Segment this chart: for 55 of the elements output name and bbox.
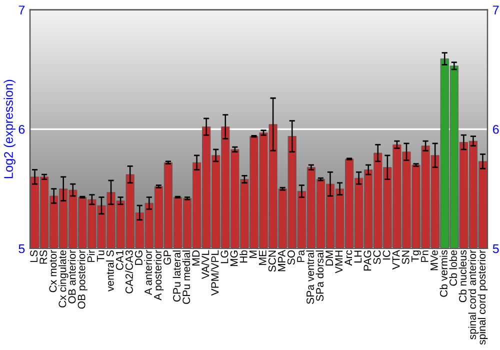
- x-tick-label: M: [249, 250, 257, 258]
- x-tick-label: Pn: [421, 250, 428, 262]
- x-tick-label: DM: [326, 250, 333, 266]
- y2-tick-label: 5: [492, 244, 499, 254]
- x-tick-label: MVe: [430, 250, 438, 270]
- y-tick-label: 6: [18, 124, 25, 134]
- y2-tick-label: 7: [493, 6, 499, 14]
- x-tick-label: SPa ventral: [306, 250, 314, 304]
- x-tick-label: Tu: [96, 250, 104, 262]
- x-tick-label: CA2/CA3: [125, 250, 133, 294]
- x-tick-label: MG: [230, 250, 238, 266]
- x-tick-label: A anterior: [144, 250, 152, 296]
- x-tick-label: ME: [258, 250, 266, 265]
- x-tick-label: spinal cord posterior: [478, 250, 488, 345]
- x-tick-label: GP: [164, 250, 172, 265]
- y-axis-title: Log2 (expression): [4, 80, 16, 178]
- x-tick-label: MPA: [278, 250, 286, 272]
- x-tick-label: A posterior: [154, 250, 164, 300]
- x-tick-label: PAG: [364, 250, 372, 271]
- x-tick-label: SPa dorsal: [316, 250, 324, 302]
- x-tick-label: VPM/VPL: [210, 250, 219, 296]
- x-tick-label: CA1: [116, 250, 124, 270]
- x-tick-label: MD: [192, 250, 200, 266]
- x-tick-label: Arc: [344, 250, 352, 266]
- x-tick-label: SC: [373, 250, 381, 264]
- x-tick-label: Cb lobe: [449, 250, 457, 286]
- x-tick-label: Cx motor: [49, 250, 57, 292]
- x-tick-label: LH: [354, 250, 362, 263]
- y2-tick-label: 6: [492, 124, 499, 134]
- x-tick-label: ventral S: [106, 250, 114, 292]
- x-tick-label: Hb: [240, 250, 248, 263]
- x-tick-label: spinal cord anterior: [468, 250, 478, 340]
- x-tick-label: OB anterior: [68, 250, 76, 304]
- x-tick-label: Cb vermis: [440, 250, 448, 297]
- x-tick-label: SCN: [268, 250, 276, 272]
- x-tick-label: Cx cingulate: [58, 250, 68, 308]
- x-tick-label: VTA: [392, 250, 400, 270]
- x-tick-label: IC: [382, 250, 390, 260]
- y-tick-label: 5: [18, 244, 25, 254]
- x-tick-label: CPu medial: [182, 250, 190, 304]
- x-tick-label: VA/VL: [201, 250, 210, 279]
- x-tick-label: Pa: [297, 250, 304, 262]
- x-tick-label: RS: [40, 250, 48, 264]
- x-tick-label: LS: [30, 250, 38, 262]
- x-tick-label: OB posterior: [78, 250, 88, 309]
- x-tick-label: VMH: [335, 250, 342, 274]
- x-tick-label: Tg: [411, 250, 421, 262]
- y-tick-label: 7: [18, 6, 25, 14]
- x-tick-label: LG: [220, 250, 228, 264]
- x-tick-label: Cb nucleus: [458, 250, 467, 302]
- x-tick-label: CPu lateral: [172, 250, 181, 302]
- x-tick-label: SN: [402, 250, 410, 264]
- x-tick-label: Pir: [87, 250, 95, 262]
- x-tick-label: DG: [134, 250, 142, 265]
- x-tick-label: SO: [287, 250, 295, 265]
